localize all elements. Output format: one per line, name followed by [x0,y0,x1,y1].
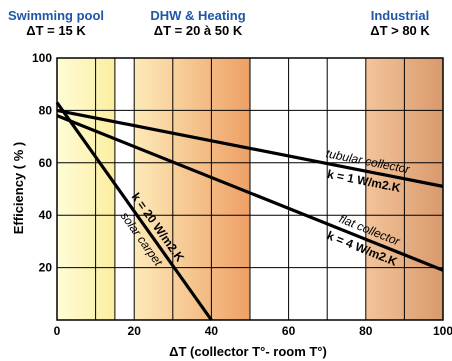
series-layer [55,101,444,321]
series-line [56,114,444,272]
x-tick-label: 0 [54,324,61,338]
x-tick-label: 60 [282,324,296,338]
zone-header-swimming-pool: Swimming pool ΔT = 15 K [4,8,108,38]
zone-title: Industrial [370,8,430,23]
x-tick-label: 80 [359,324,373,338]
tick-layer: 0 20 40 60 80 100 20 40 60 80 100 [32,51,452,338]
series-line [55,101,213,321]
zone-delta: ΔT = 20 à 50 K [153,23,243,38]
zone-band [134,58,250,320]
y-tick-label: 60 [39,156,53,170]
y-tick-label: 80 [39,103,53,117]
zone-delta: ΔT > 80 K [370,23,430,38]
y-tick-label: 100 [32,51,52,65]
zone-delta: ΔT = 15 K [26,23,86,38]
zone-header-dhw-heating: DHW & Heating ΔT = 20 à 50 K [138,8,258,38]
frame-layer [56,57,444,321]
y-axis-title: Efficiency ( % ) [11,142,26,234]
grid-layer [57,58,443,320]
y-tick-label: 20 [39,261,53,275]
x-axis-title: ΔT (collector T°- room T°) [169,344,327,359]
zone-title: DHW & Heating [150,8,246,23]
y-tick-label: 40 [39,208,53,222]
x-tick-label: 100 [433,324,452,338]
x-tick-label: 40 [205,324,219,338]
series-line [56,108,444,188]
zone-header-industrial: Industrial ΔT > 80 K [354,8,446,38]
zone-title: Swimming pool [7,8,105,23]
x-tick-label: 20 [128,324,142,338]
plot-frame [56,57,444,321]
zone-band [57,58,115,320]
